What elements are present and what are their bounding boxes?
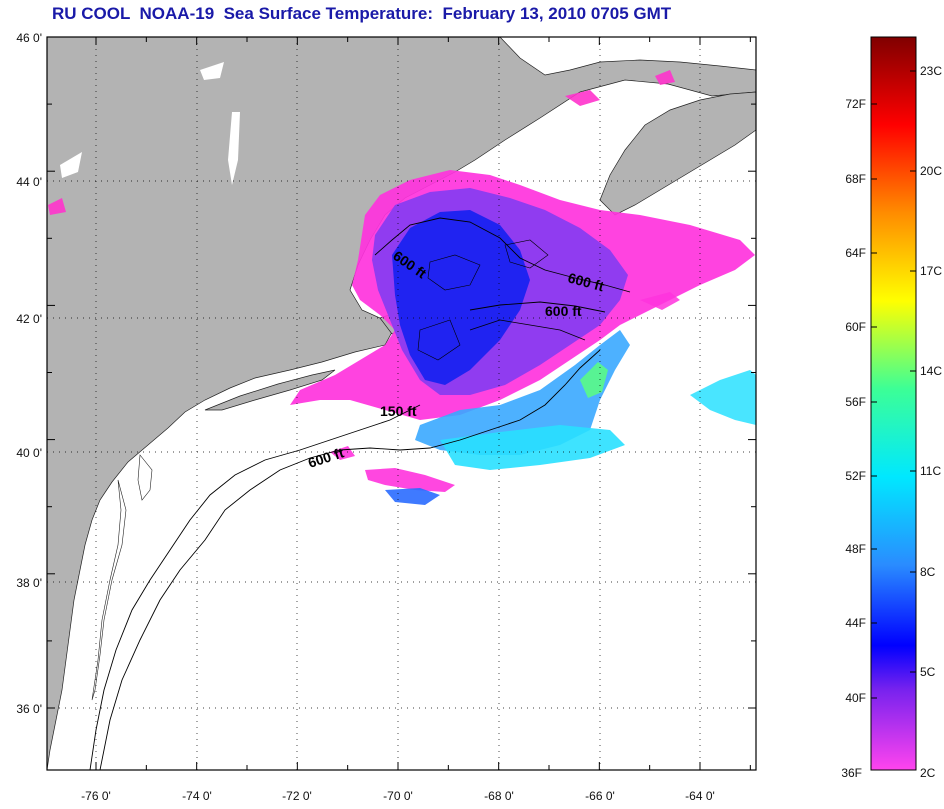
map-frame bbox=[46, 36, 757, 771]
depth-contour-600ft-georges bbox=[469, 301, 606, 313]
land-nova-scotia bbox=[599, 91, 756, 216]
colorbar: 72F 68F 64F 60F 56F 52F 48F 44F 40F 36F … bbox=[841, 36, 942, 780]
sst-swath-green bbox=[580, 362, 608, 398]
colorbar-c-label: 11C bbox=[920, 464, 941, 478]
sst-patch-east bbox=[640, 292, 680, 310]
depth-contour-basin bbox=[504, 239, 549, 269]
depth-contour-150ft-georges bbox=[469, 319, 586, 341]
sst-patch-south bbox=[385, 488, 440, 505]
depth-label: 600 ft bbox=[545, 303, 582, 319]
depth-contour-basin bbox=[417, 319, 461, 361]
map-panel: 600 ft 600 ft 600 ft 150 ft 600 ft bbox=[47, 37, 756, 770]
colorbar-c-label: 20C bbox=[920, 164, 942, 178]
sst-patch-east bbox=[690, 370, 756, 425]
inland-lake bbox=[60, 152, 82, 178]
sst-patch-gulf bbox=[565, 90, 600, 106]
colorbar-f-label: 40F bbox=[845, 691, 866, 705]
sst-patch-gulf bbox=[655, 70, 675, 85]
lat-label: 38 0' bbox=[16, 576, 42, 590]
sst-swath-cyan bbox=[415, 330, 630, 455]
land-mainland bbox=[47, 37, 756, 770]
lat-label: 44 0' bbox=[16, 175, 42, 189]
sst-patch-west bbox=[48, 198, 66, 215]
depth-label: 150 ft bbox=[380, 403, 417, 419]
land-long-island bbox=[204, 369, 336, 411]
inland-lake bbox=[200, 62, 224, 80]
depth-contour-150ft bbox=[89, 404, 421, 770]
colorbar-scale bbox=[870, 36, 917, 771]
colorbar-f-label: 60F bbox=[845, 320, 866, 334]
lat-label: 46 0' bbox=[16, 31, 42, 45]
colorbar-c-label: 2C bbox=[920, 766, 936, 780]
colorbar-f-label: 44F bbox=[845, 616, 866, 630]
lon-label: -66 0' bbox=[585, 789, 615, 803]
colorbar-f-label: 52F bbox=[845, 469, 866, 483]
lat-label: 40 0' bbox=[16, 446, 42, 460]
lon-label: -72 0' bbox=[282, 789, 312, 803]
colorbar-f-label: 48F bbox=[845, 542, 866, 556]
chesapeake-bay bbox=[91, 479, 127, 701]
colorbar-c-label: 8C bbox=[920, 565, 936, 579]
sst-swath-teal bbox=[440, 425, 625, 470]
lon-label: -74 0' bbox=[182, 789, 212, 803]
depth-contour-600ft bbox=[99, 349, 601, 770]
lon-label: -76 0' bbox=[81, 789, 111, 803]
lon-label: -70 0' bbox=[383, 789, 413, 803]
sst-patch-south bbox=[365, 468, 455, 492]
delaware-bay bbox=[137, 454, 153, 501]
colorbar-f-label: 72F bbox=[845, 97, 866, 111]
colorbar-c-label: 23C bbox=[920, 64, 942, 78]
lon-label: -68 0' bbox=[484, 789, 514, 803]
colorbar-c-label: 14C bbox=[920, 364, 942, 378]
colorbar-c-label: 17C bbox=[920, 264, 942, 278]
colorbar-f-label: 36F bbox=[841, 766, 862, 780]
depth-contour-600ft-gulf bbox=[374, 217, 631, 293]
graticule bbox=[47, 37, 756, 770]
colorbar-f-label: 64F bbox=[845, 246, 866, 260]
lake-champlain bbox=[228, 112, 240, 185]
colorbar-c-label: 5C bbox=[920, 665, 936, 679]
depth-contour-basin bbox=[427, 254, 481, 291]
sst-swath-blue bbox=[392, 210, 530, 385]
map-title: RU COOL NOAA-19 Sea Surface Temperature:… bbox=[52, 4, 672, 23]
lon-label: -64 0' bbox=[685, 789, 715, 803]
colorbar-f-label: 68F bbox=[845, 172, 866, 186]
lat-label: 36 0' bbox=[16, 702, 42, 716]
axis-ticks bbox=[47, 36, 756, 770]
lat-label: 42 0' bbox=[16, 312, 42, 326]
colorbar-f-label: 56F bbox=[845, 395, 866, 409]
